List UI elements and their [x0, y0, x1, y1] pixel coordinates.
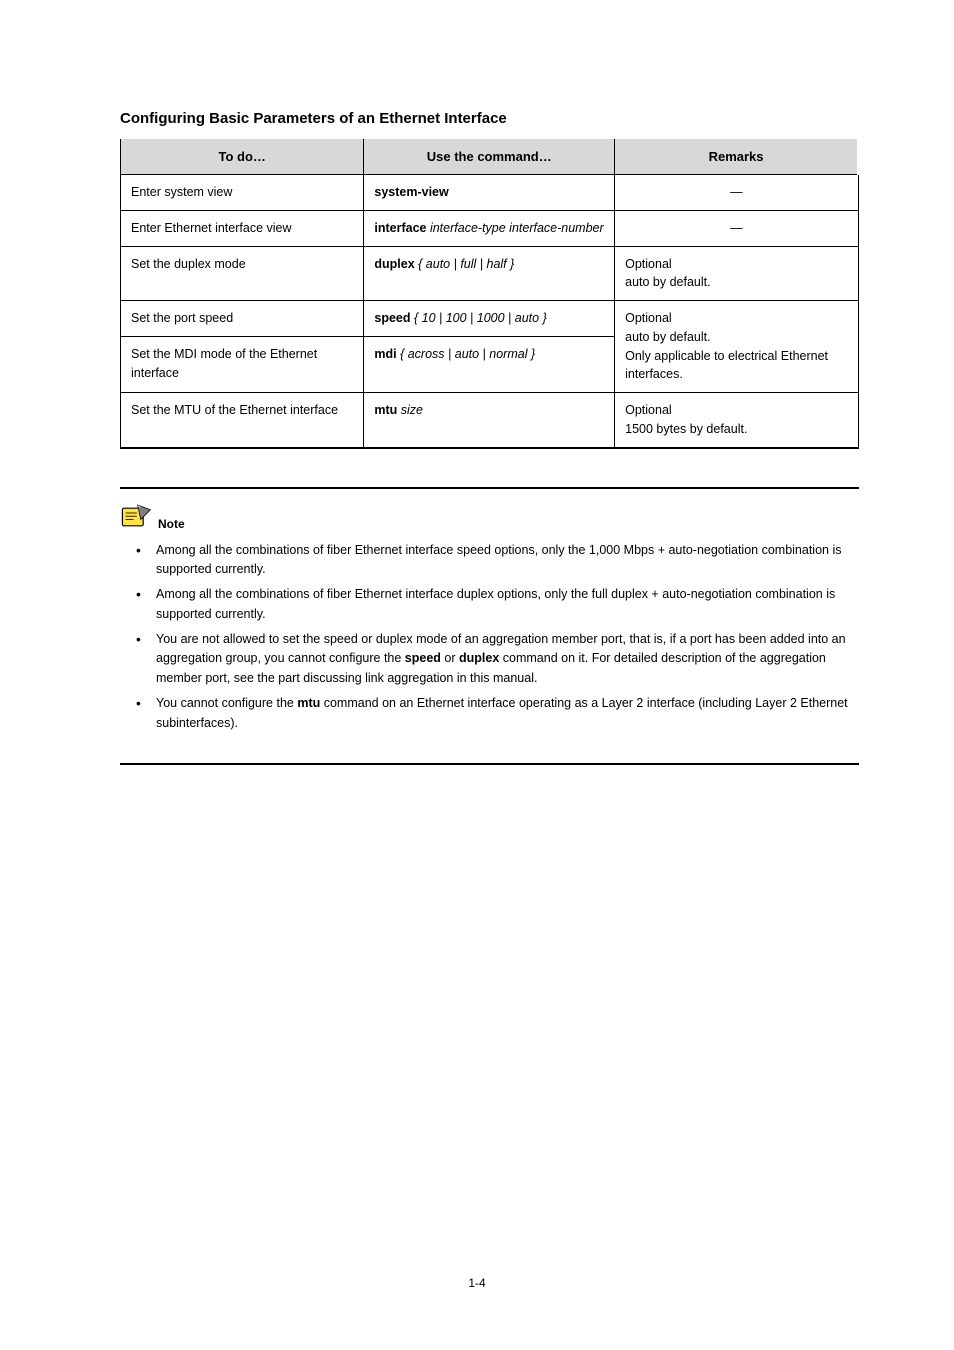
table-row: Set the port speed speed { 10 | 100 | 10…: [121, 301, 859, 337]
note-item: Among all the combinations of fiber Ethe…: [136, 541, 853, 580]
cell-cmd: system-view: [364, 175, 615, 211]
cell-cmd: duplex { auto | full | half }: [364, 246, 615, 301]
document-page: Configuring Basic Parameters of an Ether…: [0, 0, 954, 1350]
table-header-row: To do… Use the command… Remarks: [121, 139, 859, 175]
cell-todo: Set the MTU of the Ethernet interface: [121, 393, 364, 448]
section-heading: Configuring Basic Parameters of an Ether…: [120, 110, 859, 127]
note-item: You are not allowed to set the speed or …: [136, 630, 853, 688]
cell-todo: Set the port speed: [121, 301, 364, 337]
page-number: 1-4: [0, 1276, 954, 1290]
cmd-inline: mtu: [297, 696, 320, 710]
cell-todo: Set the duplex mode: [121, 246, 364, 301]
cmd-arg: size: [397, 403, 423, 417]
cell-cmd: mtu size: [364, 393, 615, 448]
note-item: Among all the combinations of fiber Ethe…: [136, 585, 853, 624]
cell-remarks: Optional 1500 bytes by default.: [615, 393, 858, 448]
cell-todo: Enter system view: [121, 175, 364, 211]
cell-cmd: speed { 10 | 100 | 1000 | auto }: [364, 301, 615, 337]
cell-todo: Enter Ethernet interface view: [121, 210, 364, 246]
note-label: Note: [158, 517, 185, 531]
col-header-todo: To do…: [121, 139, 364, 175]
note-text: Among all the combinations of fiber Ethe…: [156, 543, 842, 576]
note-icon: [120, 503, 152, 531]
note-header: Note: [120, 499, 859, 541]
note-block: Note Among all the combinations of fiber…: [120, 487, 859, 765]
note-item: You cannot configure the mtu command on …: [136, 694, 853, 733]
table-row: Set the MTU of the Ethernet interface mt…: [121, 393, 859, 448]
cell-remarks-shared: Optional auto by default. Only applicabl…: [615, 301, 858, 393]
config-table: To do… Use the command… Remarks Enter sy…: [120, 139, 859, 449]
table-row: Set the duplex mode duplex { auto | full…: [121, 246, 859, 301]
table-row: Enter system view system-view —: [121, 175, 859, 211]
cell-remarks: —: [615, 175, 858, 211]
note-text: or: [441, 651, 459, 665]
cmd-text: duplex: [374, 257, 414, 271]
note-text: You cannot configure the: [156, 696, 297, 710]
cmd-text: system-view: [374, 185, 448, 199]
col-header-cmd: Use the command…: [364, 139, 615, 175]
cmd-inline: duplex: [459, 651, 499, 665]
note-list: Among all the combinations of fiber Ethe…: [120, 541, 859, 733]
cmd-arg: { 10 | 100 | 1000 | auto }: [411, 311, 547, 325]
note-text: Among all the combinations of fiber Ethe…: [156, 587, 835, 620]
cmd-arg: { auto | full | half }: [415, 257, 515, 271]
cmd-arg: { across | auto | normal }: [397, 347, 536, 361]
col-header-remarks: Remarks: [615, 139, 858, 175]
cmd-text: mtu: [374, 403, 397, 417]
cell-remarks: Optional auto by default.: [615, 246, 858, 301]
cell-todo: Set the MDI mode of the Ethernet interfa…: [121, 337, 364, 393]
cmd-inline: speed: [405, 651, 441, 665]
cmd-arg: interface-type interface-number: [426, 221, 603, 235]
cell-cmd: mdi { across | auto | normal }: [364, 337, 615, 393]
cell-cmd: interface interface-type interface-numbe…: [364, 210, 615, 246]
cmd-text: speed: [374, 311, 410, 325]
table-row: Enter Ethernet interface view interface …: [121, 210, 859, 246]
cell-remarks: —: [615, 210, 858, 246]
cmd-text: mdi: [374, 347, 396, 361]
cmd-text: interface: [374, 221, 426, 235]
